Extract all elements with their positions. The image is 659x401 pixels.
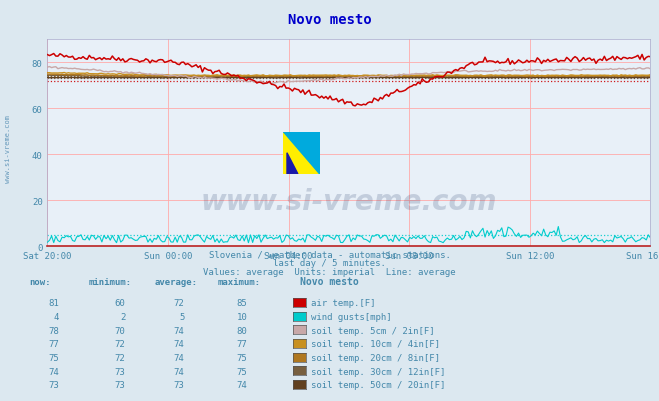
Text: Novo mesto: Novo mesto bbox=[287, 13, 372, 27]
Polygon shape bbox=[287, 154, 298, 174]
Text: 74: 74 bbox=[174, 367, 185, 376]
Text: 77: 77 bbox=[237, 340, 247, 348]
Text: 75: 75 bbox=[237, 367, 247, 376]
Text: 72: 72 bbox=[115, 340, 125, 348]
Text: 74: 74 bbox=[174, 326, 185, 335]
Text: 72: 72 bbox=[174, 299, 185, 308]
Text: air temp.[F]: air temp.[F] bbox=[311, 299, 376, 308]
Text: 4: 4 bbox=[54, 312, 59, 321]
Text: soil temp. 30cm / 12in[F]: soil temp. 30cm / 12in[F] bbox=[311, 367, 445, 376]
Text: 70: 70 bbox=[115, 326, 125, 335]
Text: 78: 78 bbox=[49, 326, 59, 335]
Text: 75: 75 bbox=[237, 353, 247, 362]
Text: 74: 74 bbox=[174, 353, 185, 362]
Text: 60: 60 bbox=[115, 299, 125, 308]
Text: 74: 74 bbox=[49, 367, 59, 376]
Text: soil temp. 10cm / 4in[F]: soil temp. 10cm / 4in[F] bbox=[311, 340, 440, 348]
Text: 73: 73 bbox=[115, 381, 125, 389]
Text: 74: 74 bbox=[174, 340, 185, 348]
Text: 73: 73 bbox=[174, 381, 185, 389]
Text: 77: 77 bbox=[49, 340, 59, 348]
Text: 72: 72 bbox=[115, 353, 125, 362]
Polygon shape bbox=[283, 132, 320, 174]
Text: 5: 5 bbox=[179, 312, 185, 321]
Text: 10: 10 bbox=[237, 312, 247, 321]
Text: 75: 75 bbox=[49, 353, 59, 362]
Text: soil temp. 5cm / 2in[F]: soil temp. 5cm / 2in[F] bbox=[311, 326, 435, 335]
Text: 85: 85 bbox=[237, 299, 247, 308]
Text: average:: average: bbox=[155, 277, 198, 286]
Text: now:: now: bbox=[30, 277, 51, 286]
Text: 73: 73 bbox=[115, 367, 125, 376]
Text: Novo mesto: Novo mesto bbox=[300, 276, 358, 286]
Text: minimum:: minimum: bbox=[89, 277, 132, 286]
Text: soil temp. 20cm / 8in[F]: soil temp. 20cm / 8in[F] bbox=[311, 353, 440, 362]
Text: Slovenia / weather data - automatic stations.: Slovenia / weather data - automatic stat… bbox=[208, 250, 451, 259]
Text: 74: 74 bbox=[237, 381, 247, 389]
Polygon shape bbox=[283, 132, 320, 174]
Text: 73: 73 bbox=[49, 381, 59, 389]
Text: last day / 5 minutes.: last day / 5 minutes. bbox=[273, 259, 386, 267]
Text: 2: 2 bbox=[120, 312, 125, 321]
Text: wind gusts[mph]: wind gusts[mph] bbox=[311, 312, 391, 321]
Text: Values: average  Units: imperial  Line: average: Values: average Units: imperial Line: av… bbox=[203, 267, 456, 276]
Text: www.si-vreme.com: www.si-vreme.com bbox=[5, 114, 11, 182]
Text: 81: 81 bbox=[49, 299, 59, 308]
Text: soil temp. 50cm / 20in[F]: soil temp. 50cm / 20in[F] bbox=[311, 381, 445, 389]
Text: maximum:: maximum: bbox=[217, 277, 260, 286]
Text: www.si-vreme.com: www.si-vreme.com bbox=[201, 187, 497, 215]
Text: 80: 80 bbox=[237, 326, 247, 335]
